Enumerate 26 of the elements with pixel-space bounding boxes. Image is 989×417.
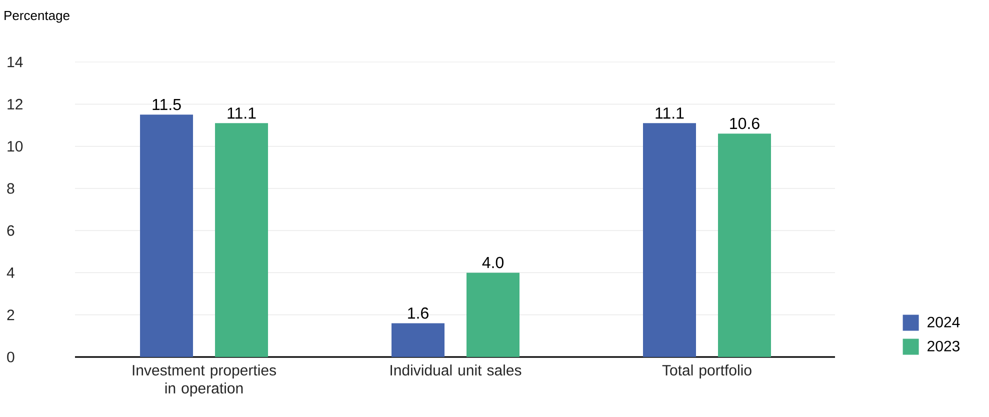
data-label: 1.6	[408, 307, 428, 319]
x-tick-label: Individual unit sales	[390, 364, 522, 376]
y-tick-label: 12	[8, 98, 22, 110]
y-tick-label: 2	[7, 310, 14, 320]
bar	[466, 272, 520, 357]
y-tick-label: 10	[8, 140, 23, 152]
y-tick-label: 14	[8, 56, 23, 68]
bar	[140, 114, 194, 357]
data-label: 11.1	[228, 108, 256, 119]
bar	[643, 123, 696, 357]
data-label: 4.0	[482, 256, 504, 268]
bar	[718, 134, 771, 357]
bar	[392, 323, 445, 357]
legend-label: 2023	[928, 340, 960, 352]
data-label: 11.5	[152, 98, 181, 110]
data-label: 10.6	[730, 118, 760, 130]
x-tick-label: Investment properties in operation	[132, 364, 276, 396]
data-label: 11.1	[656, 108, 684, 119]
y-tick-label: 8	[7, 183, 14, 194]
y-tick-label: 6	[7, 225, 14, 236]
y-axis-title: Percentage	[4, 11, 70, 23]
y-tick-label: 0	[7, 352, 14, 362]
y-tick-label: 4	[6, 268, 14, 278]
bar	[215, 123, 268, 357]
x-tick-label: Total portfolio	[662, 364, 752, 378]
legend-label: 2024	[928, 316, 960, 328]
